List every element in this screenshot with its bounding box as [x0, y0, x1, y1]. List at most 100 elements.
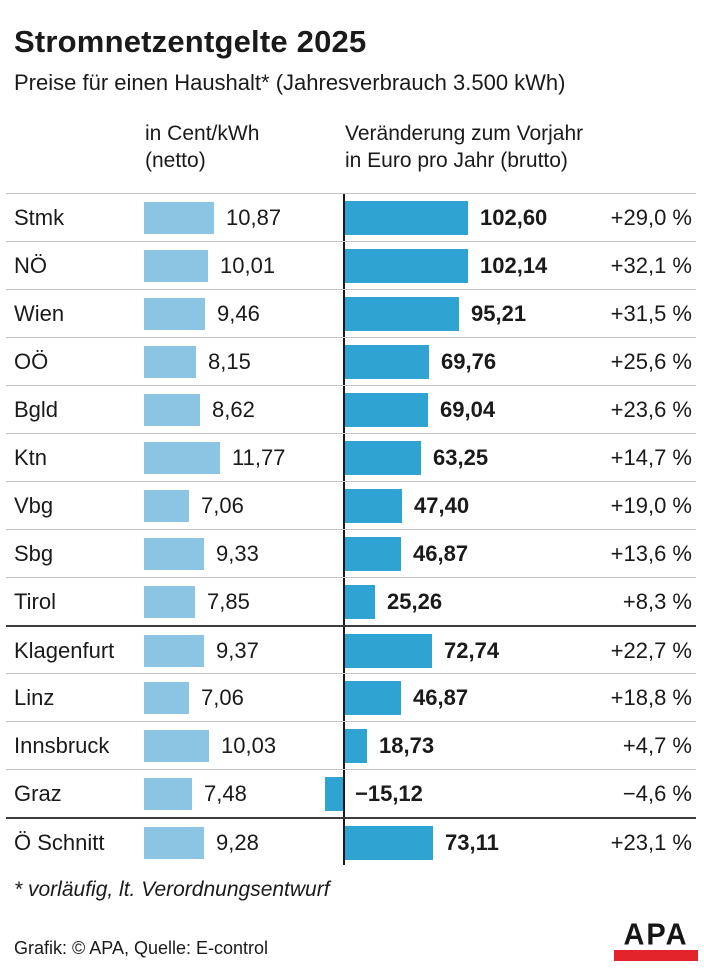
table-row: Stmk 10,87 102,60 +29,0 %	[6, 193, 696, 241]
subtitle: Preise für einen Haushalt* (Jahresverbra…	[14, 70, 566, 95]
percent-value: −4,6 %	[622, 781, 692, 806]
euro-value: 25,26	[387, 589, 443, 614]
cent-bar	[144, 827, 204, 859]
table-row: Graz 7,48 −15,12 −4,6 %	[6, 769, 696, 817]
percent-value: +8,3 %	[622, 589, 692, 614]
row-label: Tirol	[14, 589, 56, 614]
row-label: Stmk	[14, 205, 65, 230]
cent-value: 7,06	[201, 685, 244, 710]
cent-value: 7,48	[204, 781, 247, 806]
cent-bar	[144, 298, 205, 330]
table-row: Vbg 7,06 47,40 +19,0 %	[6, 481, 696, 529]
percent-value: +18,8 %	[610, 685, 692, 710]
cent-value: 9,28	[216, 830, 259, 855]
euro-value: 69,76	[441, 349, 497, 374]
cent-bar	[144, 442, 220, 474]
euro-bar	[345, 345, 429, 379]
row-label: Bgld	[14, 397, 59, 422]
cent-bar	[144, 490, 189, 522]
cent-value: 8,62	[212, 397, 255, 422]
cent-value: 8,15	[208, 349, 251, 374]
table-row: OÖ 8,15 69,76 +25,6 %	[6, 337, 696, 385]
apa-logo-red-bar	[614, 950, 698, 961]
euro-bar	[345, 537, 401, 571]
euro-value: 47,40	[414, 493, 470, 518]
bar-table: Stmk 10,87 102,60 +29,0 % NÖ 10,01 102,14 +32,1…	[6, 193, 696, 865]
cent-value: 9,46	[217, 301, 260, 326]
percent-value: +23,6 %	[610, 397, 692, 422]
row-label: OÖ	[14, 349, 49, 374]
euro-bar	[345, 489, 402, 523]
cent-bar	[144, 394, 200, 426]
credit-line: Grafik: © APA, Quelle: E-control	[14, 938, 269, 958]
cent-bar	[144, 538, 204, 570]
percent-value: +29,0 %	[610, 205, 692, 230]
table-row: Linz 7,06 46,87 +18,8 %	[6, 673, 696, 721]
percent-value: +22,7 %	[610, 638, 692, 663]
table-row: Tirol 7,85 25,26 +8,3 %	[6, 577, 696, 625]
cent-value: 7,85	[207, 589, 250, 614]
cent-bar	[144, 682, 189, 714]
euro-bar	[345, 297, 459, 331]
percent-value: +31,5 %	[610, 301, 692, 326]
percent-value: +19,0 %	[610, 493, 692, 518]
percent-value: +23,1 %	[610, 830, 692, 855]
euro-bar	[345, 729, 367, 763]
row-label: Wien	[14, 301, 65, 326]
row-label: Ö Schnitt	[14, 830, 105, 855]
row-label: Sbg	[14, 541, 54, 566]
row-label: Ktn	[14, 445, 48, 470]
cent-bar	[144, 586, 195, 618]
cent-bar	[144, 730, 209, 762]
euro-value: 102,14	[480, 253, 548, 278]
euro-value: 102,60	[480, 205, 548, 230]
row-label: Linz	[14, 685, 55, 710]
euro-value: 73,11	[445, 830, 499, 855]
euro-value: 46,87	[413, 685, 469, 710]
cent-value: 10,03	[221, 733, 277, 758]
row-label: Graz	[14, 781, 62, 806]
column-header-euro-change: Veränderung zum Vorjahr in Euro pro Jahr…	[345, 122, 584, 172]
table-row: NÖ 10,01 102,14 +32,1 %	[6, 241, 696, 289]
euro-bar	[345, 585, 375, 619]
euro-value: 46,87	[413, 541, 469, 566]
euro-value: 95,21	[471, 301, 527, 326]
apa-logo-text: APA	[623, 918, 689, 952]
cent-value: 11,77	[232, 445, 286, 470]
footnote: * vorläufig, lt. Verordnungsentwurf	[14, 878, 330, 901]
cent-bar	[144, 202, 214, 234]
euro-bar	[345, 393, 428, 427]
column-header-cent-per-kwh: in Cent/kWh (netto)	[145, 122, 260, 172]
euro-value: 69,04	[440, 397, 496, 422]
euro-bar	[345, 634, 432, 668]
euro-value: 18,73	[379, 733, 435, 758]
euro-bar	[325, 777, 343, 811]
cent-value: 10,87	[226, 205, 282, 230]
cent-bar	[144, 250, 208, 282]
table-row: Innsbruck 10,03 18,73 +4,7 %	[6, 721, 696, 769]
apa-logo: APA	[614, 918, 698, 961]
euro-bar	[345, 441, 421, 475]
row-label: Innsbruck	[14, 733, 110, 758]
percent-value: +14,7 %	[610, 445, 692, 470]
euro-value: 72,74	[444, 638, 500, 663]
euro-bar	[345, 249, 468, 283]
cent-value: 9,37	[216, 638, 259, 663]
cent-bar	[144, 778, 192, 810]
row-label: Vbg	[14, 493, 54, 518]
cent-value: 9,33	[216, 541, 259, 566]
cent-bar	[144, 346, 196, 378]
euro-bar	[345, 826, 433, 860]
row-label: Klagenfurt	[14, 638, 115, 663]
cent-value: 10,01	[220, 253, 276, 278]
percent-value: +25,6 %	[610, 349, 692, 374]
table-row: Sbg 9,33 46,87 +13,6 %	[6, 529, 696, 577]
percent-value: +32,1 %	[610, 253, 692, 278]
table-row: Klagenfurt 9,37 72,74 +22,7 %	[6, 625, 696, 673]
percent-value: +13,6 %	[610, 541, 692, 566]
table-row: Bgld 8,62 69,04 +23,6 %	[6, 385, 696, 433]
euro-value: −15,12	[355, 781, 423, 806]
row-label: NÖ	[14, 253, 47, 278]
table-row: Wien 9,46 95,21 +31,5 %	[6, 289, 696, 337]
